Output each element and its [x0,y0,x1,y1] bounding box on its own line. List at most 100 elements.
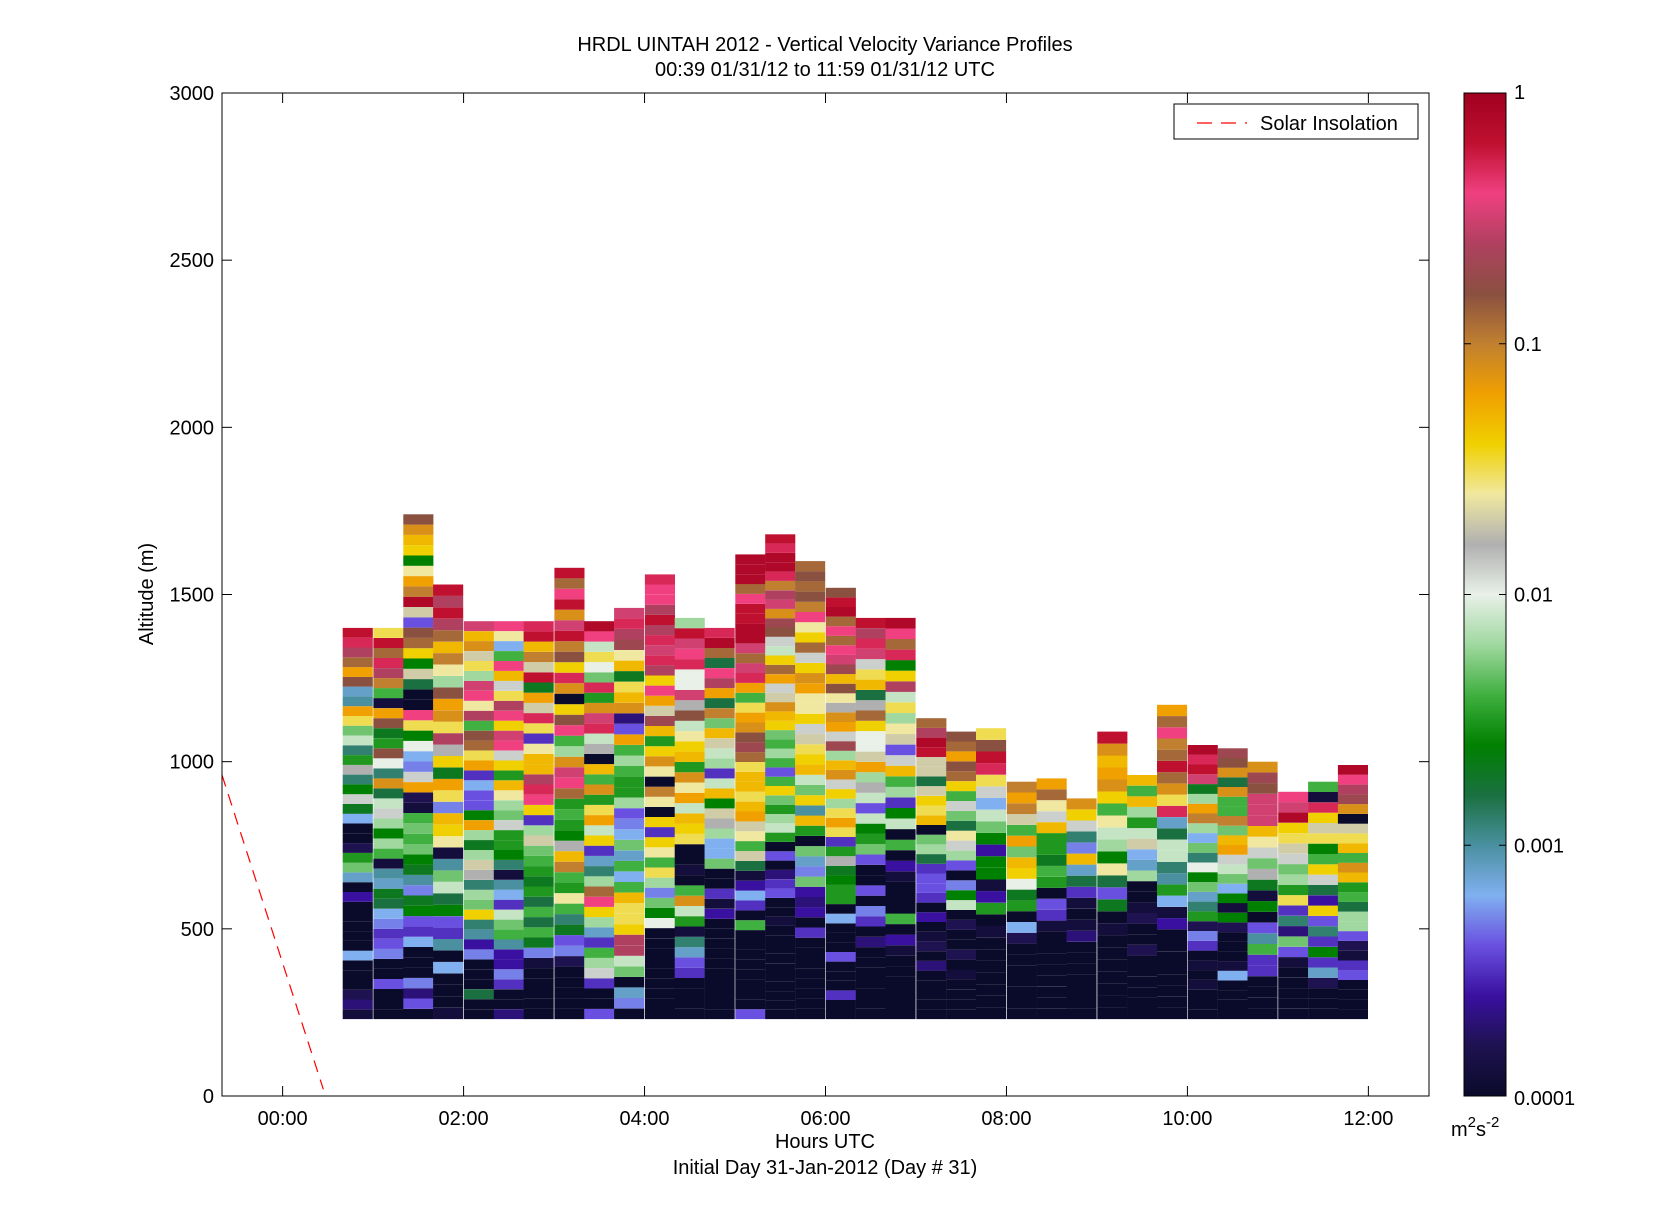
heatmap-cell [825,846,856,857]
heatmap-cell [1187,823,1218,834]
heatmap-cell [433,813,464,825]
heatmap-cell [523,662,554,673]
heatmap-cell [735,623,766,634]
heatmap-cell [704,918,735,929]
heatmap-cell [1217,748,1248,758]
heatmap-cell [1217,999,1248,1010]
heatmap-cell [463,641,494,651]
heatmap-cell [1127,838,1158,850]
heatmap-cell [674,772,705,783]
heatmap-cell [1036,811,1067,823]
heatmap-cell [735,771,766,782]
heatmap-cell [946,969,977,980]
heatmap-cell [1157,974,1188,986]
x-axis-sublabel: Initial Day 31-Jan-2012 (Day # 31) [673,1157,978,1179]
heatmap-cell [735,613,766,624]
heatmap-cell [704,818,735,829]
heatmap-cell [373,768,404,779]
heatmap-cell [1217,932,1248,942]
heatmap-cell [674,782,705,793]
heatmap-cell [554,693,585,705]
heatmap-cell [403,627,434,638]
heatmap-cell [1337,999,1368,1010]
heatmap-cell [1066,930,1097,942]
heatmap-cell [795,988,826,999]
heatmap-cell [735,910,766,921]
heatmap-cell [795,805,826,816]
heatmap-cell [614,787,645,798]
heatmap-cell [554,819,585,831]
heatmap-cell [765,935,796,945]
heatmap-cell [885,945,916,956]
heatmap-cell [674,967,705,978]
heatmap-cell [342,852,373,863]
heatmap-cell [342,735,373,746]
heatmap-cell [1157,895,1188,907]
heatmap-cell [885,818,916,830]
heatmap-cell [946,781,977,792]
heatmap-cell [614,639,645,650]
heatmap-cell [644,604,675,615]
heatmap-cell [1308,936,1339,947]
heatmap-cell [403,545,434,556]
heatmap-cell [614,745,645,756]
heatmap-cell [825,769,856,780]
heatmap-cell [554,683,585,694]
heatmap-cell [463,680,494,691]
heatmap-cell [1337,862,1368,873]
heatmap-cell [493,710,524,721]
heatmap-cell [976,937,1007,950]
heatmap-cell [403,792,434,803]
heatmap-cell [1036,920,1067,932]
heatmap-cell [1157,805,1188,817]
heatmap-cell [433,824,464,837]
heatmap-cell [735,880,766,891]
heatmap-cell [946,791,977,801]
heatmap-cell [523,682,554,693]
heatmap-cell [554,651,585,663]
heatmap-cell [584,702,615,714]
heatmap-cell [403,947,434,958]
heatmap-cell [493,999,524,1010]
heatmap-cell [463,840,494,850]
heatmap-cell [373,938,404,949]
heatmap-cell [735,791,766,802]
heatmap-cell [1278,802,1309,813]
heatmap-cell [1036,909,1067,921]
heatmap-cell [644,746,675,757]
heatmap-cell [1247,847,1278,859]
heatmap-cell [554,630,585,642]
heatmap-cell [493,949,524,960]
heatmap-cell [885,850,916,861]
heatmap-cell [1217,903,1248,913]
heatmap-cell [373,678,404,689]
heatmap-cell [493,680,524,691]
heatmap-cell [644,978,675,989]
heatmap-cell [644,715,675,726]
heatmap-cell [584,692,615,703]
heatmap-cell [765,776,796,786]
heatmap-cell [584,845,615,856]
heatmap-cell [825,712,856,722]
heatmap-cell [976,926,1007,938]
heatmap-cell [1097,863,1128,876]
heatmap-cell [1337,921,1368,932]
x-axis-label: Hours UTC [775,1131,875,1153]
heatmap-cell [916,902,947,913]
heatmap-cell [403,514,434,525]
heatmap-cell [1006,868,1037,879]
heatmap-cell [765,795,796,805]
heatmap-cell [855,751,886,762]
heatmap-cell [373,708,404,719]
heatmap-cell [1006,878,1037,890]
heatmap-cell [584,753,615,765]
heatmap-cell [825,990,856,1000]
heatmap-cell [433,790,464,802]
heatmap-cell [342,882,373,892]
heatmap-cell [584,651,615,663]
heatmap-cell [855,638,886,649]
heatmap-cell [373,1009,404,1020]
heatmap-cell [584,866,615,877]
heatmap-cell [493,979,524,990]
heatmap-cell [1187,842,1218,853]
